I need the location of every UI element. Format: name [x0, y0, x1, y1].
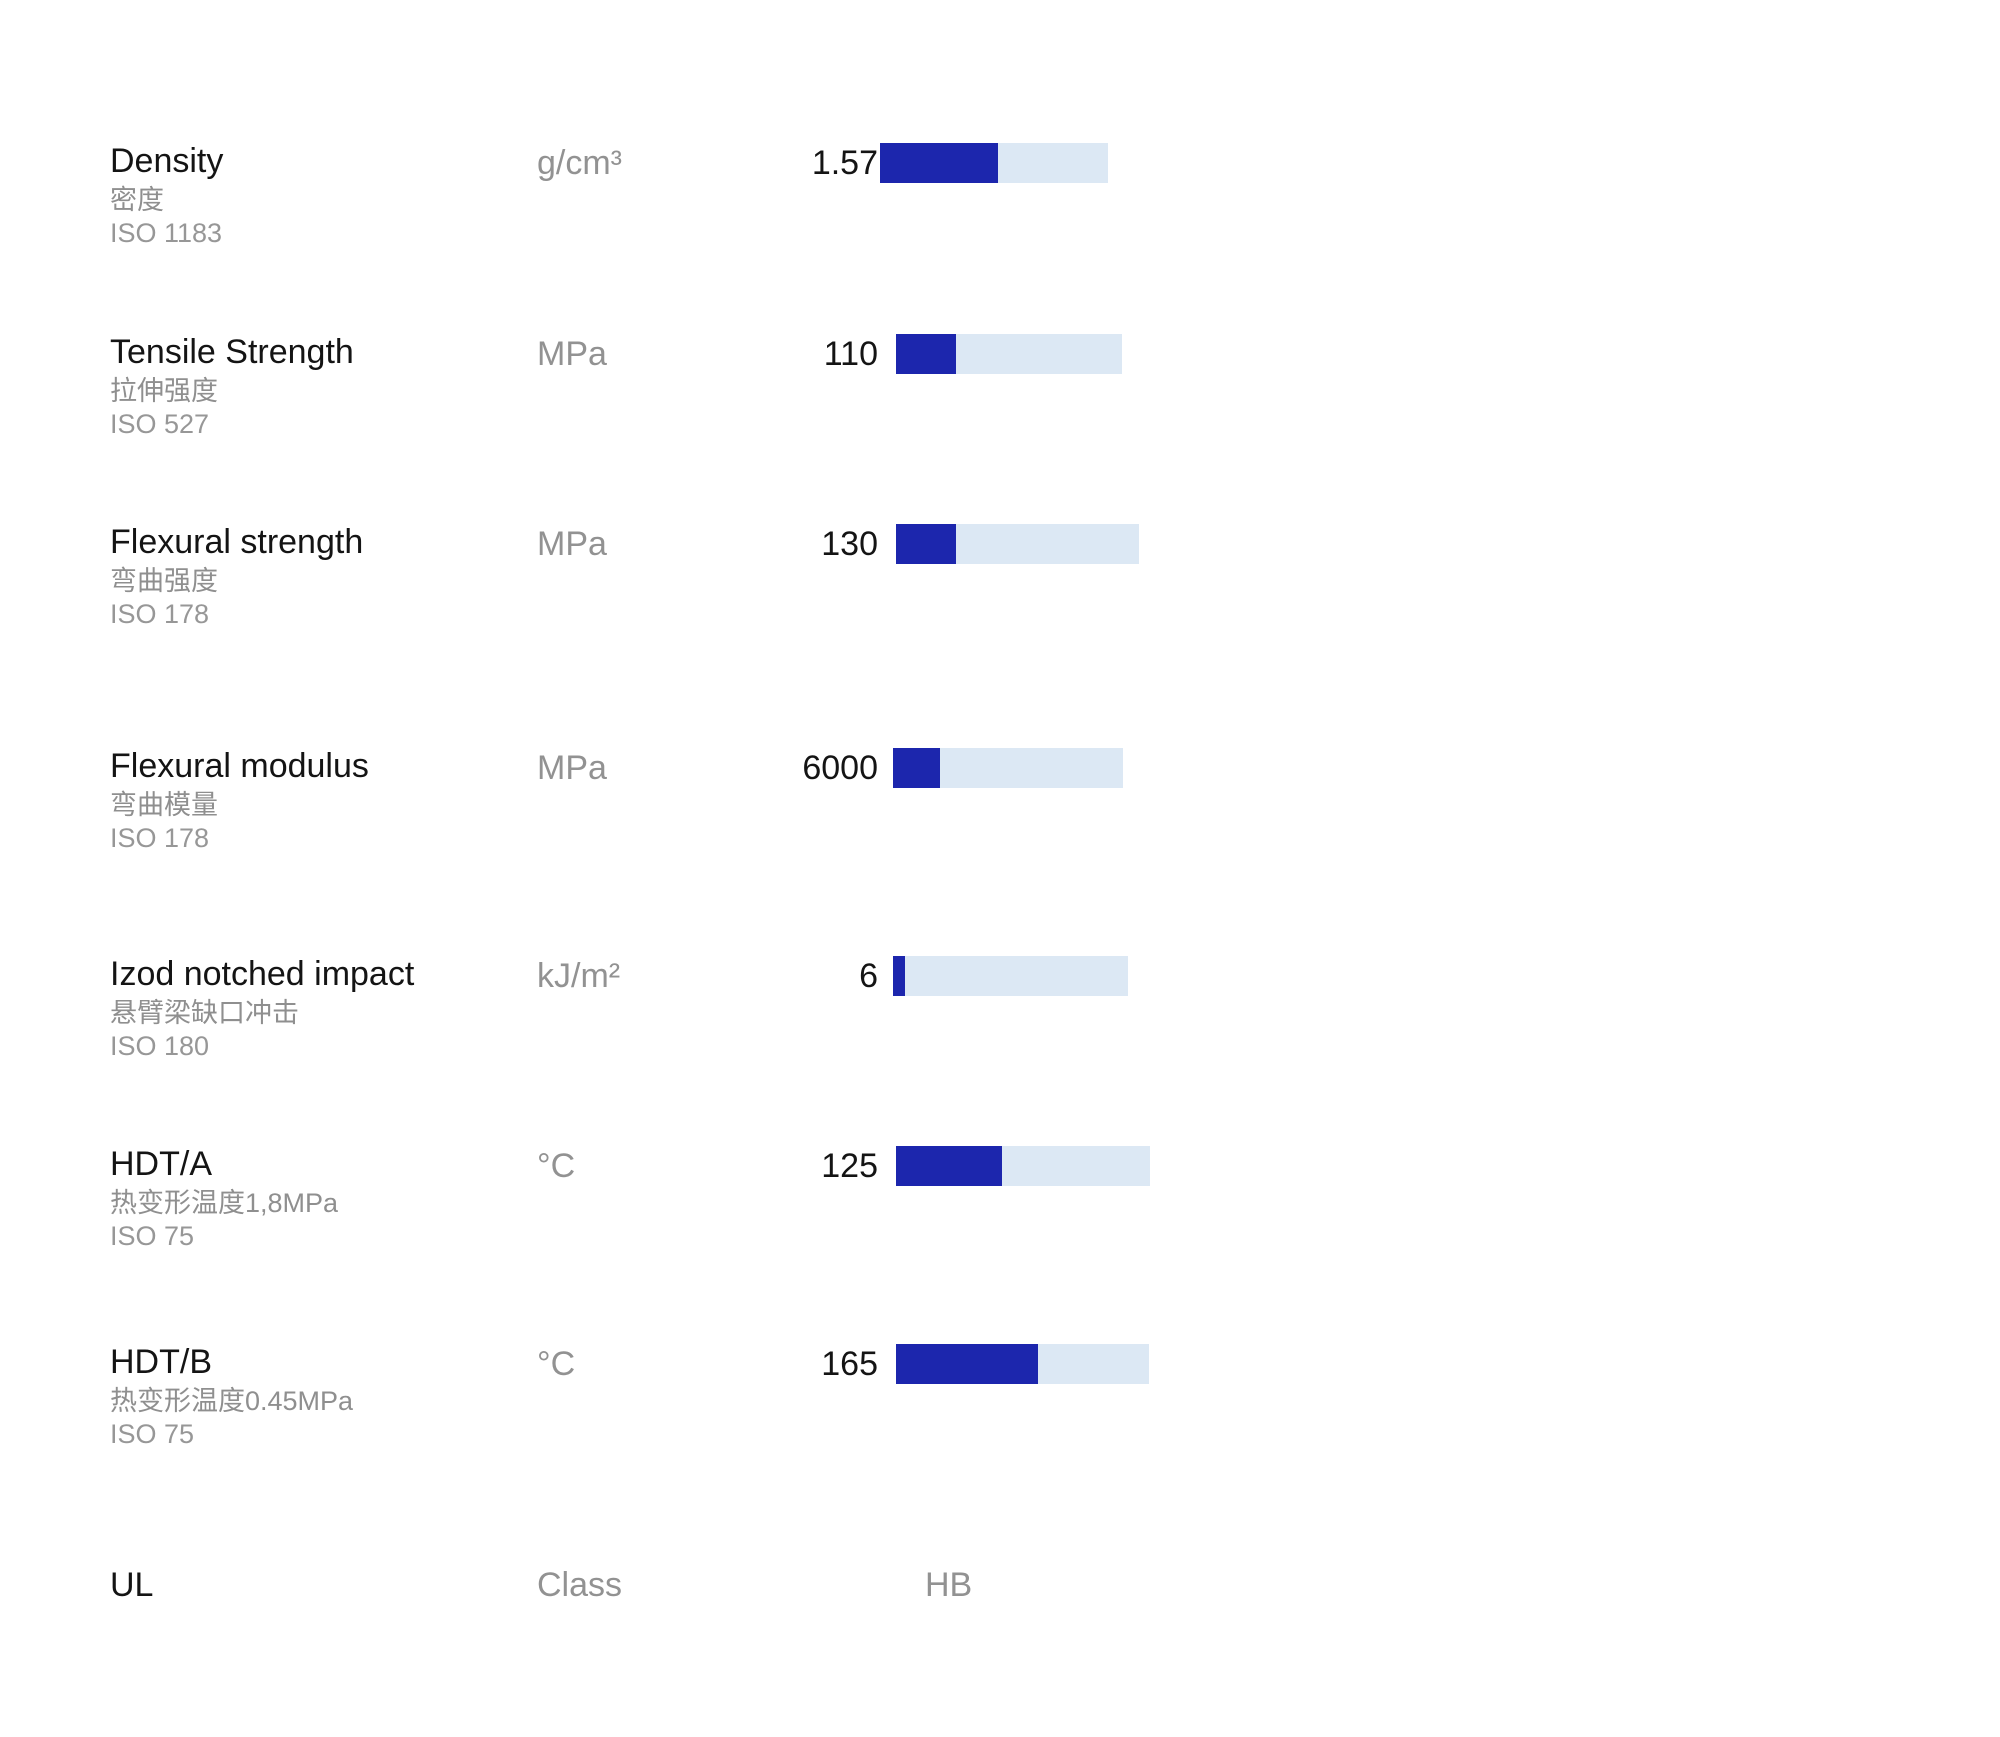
property-value: 1.57 — [811, 144, 878, 182]
property-standard: ISO 178 — [110, 823, 210, 853]
property-name-zh: 密度 — [110, 185, 164, 215]
property-unit: kJ/m² — [537, 957, 621, 995]
bar-track — [893, 748, 1123, 788]
property-value: 165 — [821, 1345, 878, 1383]
property-name-zh: 弯曲强度 — [110, 566, 218, 596]
property-unit: °C — [537, 1345, 576, 1383]
property-row: Flexural strength 弯曲强度 ISO 178 MPa 130 — [0, 524, 2000, 654]
ul-rating-value: HB — [925, 1566, 973, 1604]
property-name: Density — [110, 142, 224, 180]
property-row: HDT/B 热变形温度0.45MPa ISO 75 °C 165 — [0, 1344, 2000, 1474]
property-row: Izod notched impact 悬臂梁缺口冲击 ISO 180 kJ/m… — [0, 956, 2000, 1086]
bar-fill — [896, 524, 956, 564]
property-name-zh: 悬臂梁缺口冲击 — [110, 998, 299, 1028]
property-unit: MPa — [537, 749, 607, 787]
bar-track — [880, 143, 1108, 183]
property-value: 130 — [821, 525, 878, 563]
property-row: Density 密度 ISO 1183 g/cm³ 1.57 — [0, 143, 2000, 273]
bar-track — [896, 1146, 1150, 1186]
bar-track — [893, 956, 1128, 996]
property-standard: ISO 178 — [110, 599, 210, 629]
bar-track — [896, 1344, 1149, 1384]
ul-rating-row: UL Class HB — [0, 1565, 2000, 1615]
property-name: Flexural modulus — [110, 747, 369, 785]
ul-class-label: Class — [537, 1566, 623, 1604]
property-unit: g/cm³ — [537, 144, 622, 182]
bar-fill — [896, 334, 956, 374]
property-unit: MPa — [537, 335, 607, 373]
property-name-zh: 拉伸强度 — [110, 376, 218, 406]
property-name: Izod notched impact — [110, 955, 415, 993]
property-standard: ISO 75 — [110, 1221, 195, 1251]
property-value: 6 — [859, 957, 878, 995]
bar-fill — [896, 1344, 1038, 1384]
property-standard: ISO 1183 — [110, 218, 223, 248]
property-value: 110 — [823, 335, 878, 373]
property-name: HDT/B — [110, 1343, 212, 1381]
property-name-zh: 热变形温度0.45MPa — [110, 1386, 354, 1416]
property-standard: ISO 180 — [110, 1031, 210, 1061]
property-name-zh: 弯曲模量 — [110, 790, 218, 820]
ul-label: UL — [110, 1566, 154, 1604]
bar-fill — [893, 748, 940, 788]
property-standard: ISO 527 — [110, 409, 210, 439]
bar-track — [896, 334, 1122, 374]
bar-fill — [880, 143, 998, 183]
property-standard: ISO 75 — [110, 1419, 195, 1449]
property-value: 125 — [821, 1147, 878, 1185]
property-name: Flexural strength — [110, 523, 364, 561]
property-name-zh: 热变形温度1,8MPa — [110, 1188, 339, 1218]
property-row: HDT/A 热变形温度1,8MPa ISO 75 °C 125 — [0, 1146, 2000, 1276]
property-unit: MPa — [537, 525, 607, 563]
bar-fill — [893, 956, 905, 996]
property-row: Tensile Strength 拉伸强度 ISO 527 MPa 110 — [0, 334, 2000, 464]
property-name: HDT/A — [110, 1145, 212, 1183]
property-name: Tensile Strength — [110, 333, 354, 371]
property-unit: °C — [537, 1147, 576, 1185]
bar-fill — [896, 1146, 1002, 1186]
property-row: Flexural modulus 弯曲模量 ISO 178 MPa 6000 — [0, 748, 2000, 878]
property-value: 6000 — [802, 749, 878, 787]
bar-track — [896, 524, 1139, 564]
